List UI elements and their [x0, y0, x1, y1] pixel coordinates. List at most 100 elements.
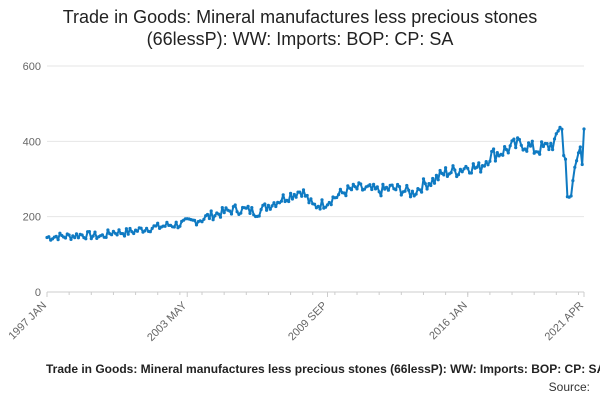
- data-point: [265, 208, 269, 212]
- series-line-0: [46, 126, 585, 242]
- data-point: [100, 233, 104, 237]
- data-point: [414, 192, 418, 196]
- data-point: [444, 166, 448, 170]
- data-point: [466, 166, 470, 170]
- data-point: [110, 233, 114, 237]
- x-axis: 1997 JAN 2003 MAY 2009 SEP 2016 JAN 2021 APR: [6, 292, 586, 344]
- data-point: [486, 163, 490, 167]
- series-group: [45, 125, 586, 242]
- data-point: [126, 232, 130, 236]
- data-point: [337, 193, 341, 197]
- data-point: [139, 226, 143, 230]
- data-point: [405, 183, 409, 188]
- x-tick-label: 2009 SEP: [286, 300, 330, 344]
- data-point: [517, 137, 522, 142]
- data-point: [571, 179, 575, 183]
- data-point: [84, 237, 88, 241]
- data-point: [569, 194, 573, 198]
- data-point: [233, 203, 237, 207]
- data-point: [313, 202, 317, 206]
- data-point: [163, 224, 167, 228]
- data-point: [370, 187, 374, 192]
- data-point: [397, 185, 402, 189]
- data-point: [148, 230, 152, 234]
- data-point: [377, 190, 381, 194]
- data-point: [235, 210, 239, 214]
- data-point: [124, 227, 128, 231]
- data-point: [80, 233, 84, 237]
- data-point: [342, 191, 346, 195]
- data-point: [399, 193, 403, 197]
- data-point: [573, 165, 577, 169]
- data-point: [217, 212, 221, 216]
- data-point: [490, 149, 494, 154]
- data-point: [121, 232, 125, 236]
- data-point: [552, 137, 557, 141]
- data-point: [63, 236, 68, 240]
- data-point: [504, 148, 509, 152]
- data-point: [67, 233, 71, 237]
- data-point: [76, 236, 80, 240]
- data-point: [477, 161, 481, 165]
- data-point: [211, 218, 215, 222]
- data-point: [523, 147, 527, 151]
- data-point: [429, 183, 433, 188]
- data-point: [325, 203, 330, 207]
- data-point: [488, 159, 492, 163]
- data-point: [69, 237, 73, 241]
- data-point: [54, 234, 58, 238]
- data-point: [150, 226, 154, 230]
- data-point: [538, 152, 542, 156]
- data-point: [580, 162, 584, 167]
- data-point: [482, 164, 486, 168]
- data-point: [372, 182, 376, 186]
- y-tick-label: 0: [35, 287, 41, 299]
- data-point: [403, 189, 407, 193]
- data-point: [145, 226, 149, 230]
- data-point: [292, 192, 296, 197]
- data-point: [344, 194, 348, 198]
- data-point: [207, 216, 211, 221]
- y-tick-label: 600: [23, 61, 41, 73]
- data-point: [56, 238, 60, 242]
- data-point: [386, 188, 390, 192]
- x-tick-label: 1997 JAN: [6, 300, 49, 343]
- data-point: [47, 235, 51, 239]
- data-point: [132, 231, 136, 236]
- chart-title-line-1: Trade in Goods: Mineral manufactures les…: [62, 7, 538, 27]
- data-point: [508, 144, 512, 148]
- data-point: [536, 150, 540, 154]
- data-point: [368, 183, 372, 187]
- data-point: [257, 214, 261, 218]
- data-point: [143, 229, 147, 233]
- data-point: [410, 189, 414, 193]
- data-point: [239, 211, 243, 215]
- data-point: [506, 151, 510, 155]
- data-point: [379, 194, 383, 198]
- data-point: [268, 207, 272, 211]
- data-point: [462, 167, 466, 171]
- data-point: [335, 195, 339, 200]
- data-point: [525, 149, 529, 153]
- data-point: [290, 197, 294, 201]
- data-point: [512, 137, 516, 141]
- data-point: [272, 201, 276, 205]
- y-tick-label: 400: [23, 136, 41, 148]
- data-point: [492, 147, 496, 151]
- data-point: [503, 145, 507, 149]
- data-point: [431, 176, 435, 181]
- data-point: [300, 194, 304, 198]
- data-point: [91, 234, 95, 238]
- data-point: [418, 188, 422, 192]
- data-point: [394, 188, 398, 192]
- data-point: [218, 215, 223, 219]
- data-point: [301, 188, 306, 192]
- data-point: [87, 230, 91, 234]
- data-point: [479, 170, 483, 174]
- data-point: [545, 142, 549, 146]
- data-point: [362, 187, 366, 191]
- grid: [47, 65, 584, 293]
- data-point: [396, 182, 400, 187]
